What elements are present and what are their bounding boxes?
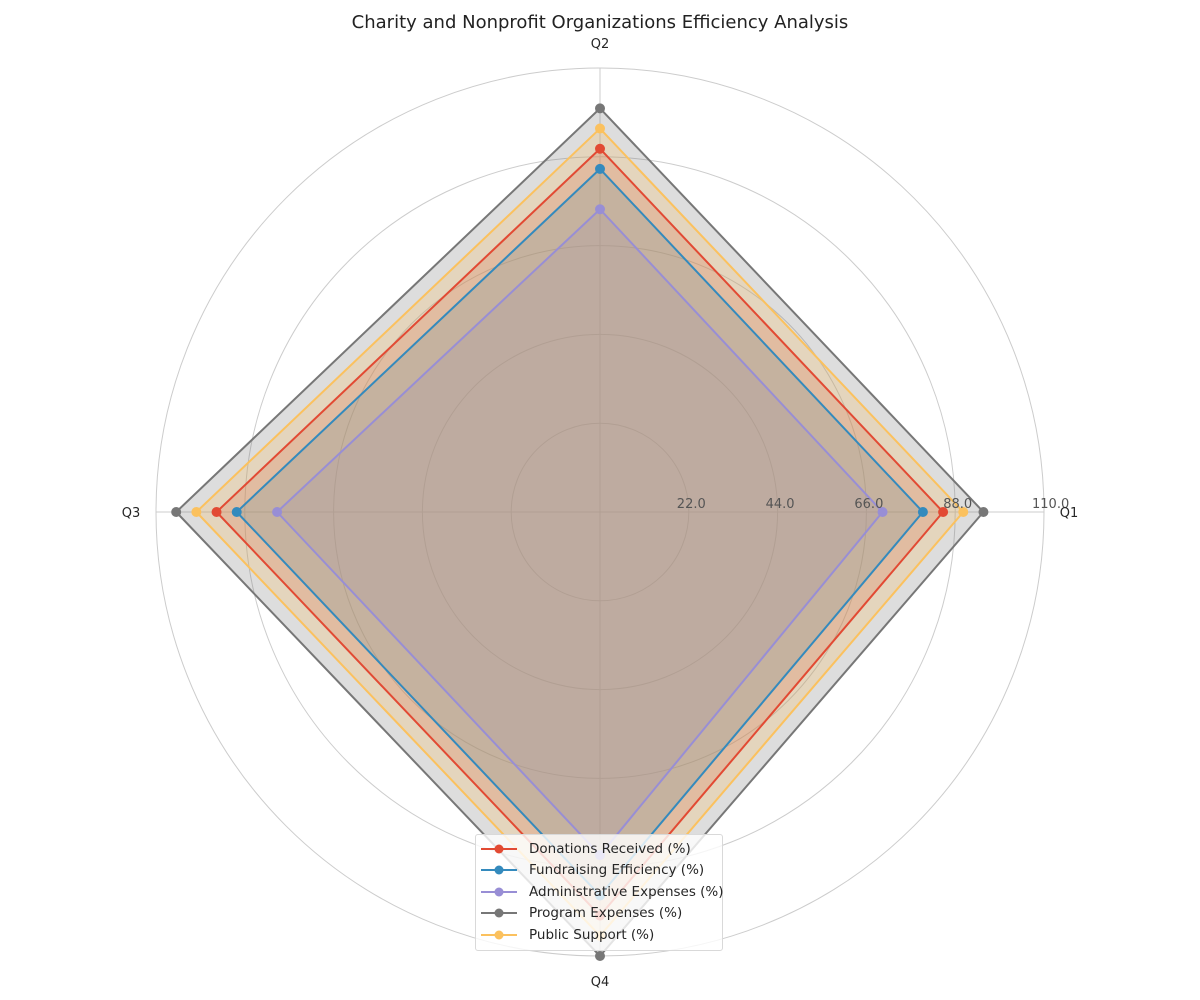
- legend-label: Program Expenses (%): [529, 905, 683, 922]
- radar-grid: [155, 67, 1045, 957]
- legend-item: Program Expenses (%): [476, 903, 722, 925]
- series-4-point-q2: [595, 103, 605, 114]
- series-4-point-q4: [595, 951, 605, 961]
- axis-label-q4: Q4: [591, 975, 610, 990]
- radial-tick-label-2: 44.0: [766, 497, 795, 512]
- series-5-point-q1: [958, 507, 969, 517]
- legend-label: Fundraising Efficiency (%): [529, 862, 705, 879]
- legend-swatch: [481, 865, 517, 875]
- series-3-point-q3: [272, 507, 283, 517]
- legend-item: Donations Received (%): [476, 838, 722, 860]
- series-3-point-q1: [877, 507, 888, 517]
- series-2-point-q2: [595, 163, 605, 174]
- series-3-point-q2: [595, 204, 605, 215]
- radial-tick-label-1: 22.0: [677, 497, 706, 512]
- series-4-point-q3: [171, 507, 182, 517]
- series-5-point-q3: [191, 507, 202, 517]
- series-area-5: [196, 128, 964, 936]
- series-5-point-q2: [595, 123, 605, 134]
- legend-swatch: [481, 908, 517, 918]
- series-1-point-q1: [938, 507, 949, 517]
- legend-label: Donations Received (%): [529, 840, 691, 857]
- radial-tick-label-4: 88.0: [943, 497, 972, 512]
- legend-label: Administrative Expenses (%): [529, 883, 724, 900]
- legend-item: Administrative Expenses (%): [476, 881, 724, 903]
- radar-labels: 22.0 44.0 66.0 88.0 110.0Q1 Q2 Q3 Q4: [122, 37, 1079, 990]
- series-2-point-q1: [917, 507, 928, 517]
- radar-series: [171, 103, 989, 961]
- chart-title: Charity and Nonprofit Organizations Effi…: [351, 12, 849, 33]
- series-1-point-q2: [595, 143, 605, 154]
- radial-tick-label-5: 110.0: [1032, 497, 1069, 512]
- legend: Donations Received (%) Fundraising Effici…: [475, 834, 724, 951]
- axis-label-q1: Q1: [1060, 506, 1079, 521]
- legend-swatch: [481, 844, 517, 854]
- radial-tick-label-3: 66.0: [854, 497, 883, 512]
- legend-item: Fundraising Efficiency (%): [476, 860, 722, 882]
- legend-swatch: [481, 930, 517, 940]
- legend-swatch: [481, 887, 517, 897]
- series-1-point-q3: [211, 507, 222, 517]
- axis-label-q2: Q2: [591, 37, 610, 52]
- axis-label-q3: Q3: [122, 506, 141, 521]
- legend-item: Public Support (%): [476, 924, 722, 946]
- series-4-point-q1: [978, 507, 989, 517]
- series-2-point-q3: [231, 507, 242, 517]
- legend-label: Public Support (%): [529, 926, 655, 943]
